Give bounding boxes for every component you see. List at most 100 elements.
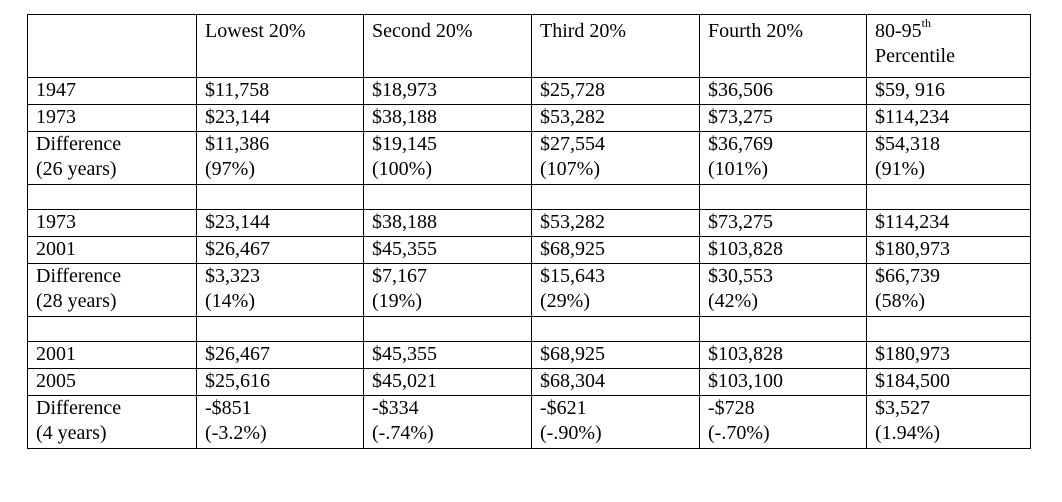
value-cell-third-20: $53,282 <box>531 104 700 132</box>
value-cell-percentile-80-95: $114,234 <box>866 209 1031 237</box>
difference-percent: (-.74%) <box>372 422 434 444</box>
difference-amount: $30,553 <box>708 265 773 287</box>
spacer-cell <box>196 316 364 342</box>
difference-cell-second-20: $7,167 (19%) <box>363 263 532 317</box>
difference-amount: $19,145 <box>372 133 437 155</box>
difference-cell-fourth-20: $36,769 (101%) <box>699 131 867 185</box>
value-cell-fourth-20: $73,275 <box>699 209 867 237</box>
table-body: Lowest 20% Second 20% Third 20% Fourth 2… <box>27 14 1031 449</box>
value-cell-percentile-80-95: $180,973 <box>866 341 1031 369</box>
spacer-cell <box>866 316 1031 342</box>
row-label-cell: 1947 <box>27 77 197 105</box>
difference-amount: $27,554 <box>540 133 605 155</box>
table-row: 1973 $23,144 $38,188 $53,282 $73,275 $114,234 <box>27 104 1031 132</box>
value-cell-third-20: $68,925 <box>531 236 700 264</box>
difference-percent: (-.90%) <box>540 422 602 444</box>
difference-cell-percentile-80-95: $3,527 (1.94%) <box>866 395 1031 449</box>
value-cell-lowest-20: $25,616 <box>196 368 364 396</box>
value-cell-second-20: $18,973 <box>363 77 532 105</box>
value-cell-second-20: $38,188 <box>363 104 532 132</box>
difference-amount: -$851 <box>205 397 252 419</box>
value-cell-fourth-20: $103,828 <box>699 341 867 369</box>
difference-percent: (97%) <box>205 158 255 180</box>
difference-cell-percentile-80-95: $54,318 (91%) <box>866 131 1031 185</box>
difference-amount: $3,323 <box>205 265 260 287</box>
spacer-cell <box>196 184 364 210</box>
difference-period: (28 years) <box>36 290 117 312</box>
percentile-line1: 80-95th <box>875 16 1030 44</box>
difference-cell-fourth-20: $30,553 (42%) <box>699 263 867 317</box>
difference-cell-third-20: -$621 (-.90%) <box>531 395 700 449</box>
difference-period: (4 years) <box>36 422 107 444</box>
spacer-cell <box>27 184 197 210</box>
percentile-range: 80-95 <box>875 20 922 42</box>
difference-amount: $3,527 <box>875 397 930 419</box>
difference-label: Difference <box>36 397 122 419</box>
difference-label-cell: Difference (4 years) <box>27 395 197 449</box>
spacer-cell <box>363 316 532 342</box>
value-cell-fourth-20: $36,506 <box>699 77 867 105</box>
value-cell-third-20: $68,304 <box>531 368 700 396</box>
table-row: 2001 $26,467 $45,355 $68,925 $103,828 $180,97… <box>27 341 1031 369</box>
difference-percent: (19%) <box>372 290 422 312</box>
value-cell-fourth-20: $103,828 <box>699 236 867 264</box>
difference-label-cell: Difference (28 years) <box>27 263 197 317</box>
difference-percent: (107%) <box>540 158 600 180</box>
spacer-cell <box>363 184 532 210</box>
table-row: 2001 $26,467 $45,355 $68,925 $103,828 $180,97… <box>27 236 1031 264</box>
difference-cell-lowest-20: -$851 (-3.2%) <box>196 395 364 449</box>
difference-amount: $54,318 <box>875 133 940 155</box>
difference-label: Difference <box>36 265 122 287</box>
row-label-cell: 2001 <box>27 341 197 369</box>
value-cell-second-20: $38,188 <box>363 209 532 237</box>
difference-cell-lowest-20: $3,323 (14%) <box>196 263 364 317</box>
value-cell-lowest-20: $26,467 <box>196 236 364 264</box>
difference-period: (26 years) <box>36 158 117 180</box>
value-cell-third-20: $68,925 <box>531 341 700 369</box>
difference-label-cell: Difference (26 years) <box>27 131 197 185</box>
value-cell-third-20: $53,282 <box>531 209 700 237</box>
spacer-cell <box>531 184 700 210</box>
value-cell-lowest-20: $23,144 <box>196 104 364 132</box>
difference-amount: $36,769 <box>708 133 773 155</box>
spacer-cell <box>866 184 1031 210</box>
value-cell-lowest-20: $23,144 <box>196 209 364 237</box>
difference-cell-second-20: -$334 (-.74%) <box>363 395 532 449</box>
value-cell-percentile-80-95: $180,973 <box>866 236 1031 264</box>
difference-cell-third-20: $27,554 (107%) <box>531 131 700 185</box>
percentile-superscript: th <box>921 16 932 31</box>
header-cell-fourth-20: Fourth 20% <box>699 14 867 78</box>
difference-percent: (1.94%) <box>875 422 940 444</box>
header-row: Lowest 20% Second 20% Third 20% Fourth 2… <box>27 14 1031 78</box>
difference-percent: (-.70%) <box>708 422 770 444</box>
difference-amount: -$728 <box>708 397 755 419</box>
difference-cell-fourth-20: -$728 (-.70%) <box>699 395 867 449</box>
percentile-line2: Percentile <box>875 45 955 67</box>
value-cell-second-20: $45,021 <box>363 368 532 396</box>
difference-row: Difference (28 years) $3,323 (14%) $7,167 (19… <box>27 263 1031 317</box>
row-label-cell: 1973 <box>27 209 197 237</box>
spacer-cell <box>699 316 867 342</box>
difference-row: Difference (4 years) -$851 (-3.2%) -$334 (-.7… <box>27 395 1031 449</box>
difference-cell-third-20: $15,643 (29%) <box>531 263 700 317</box>
difference-amount: -$334 <box>372 397 419 419</box>
spacer-cell <box>531 316 700 342</box>
value-cell-third-20: $25,728 <box>531 77 700 105</box>
value-cell-percentile-80-95: $184,500 <box>866 368 1031 396</box>
difference-cell-percentile-80-95: $66,739 (58%) <box>866 263 1031 317</box>
value-cell-percentile-80-95: $114,234 <box>866 104 1031 132</box>
difference-row: Difference (26 years) $11,386 (97%) $19,145 (… <box>27 131 1031 185</box>
value-cell-percentile-80-95: $59, 916 <box>866 77 1031 105</box>
value-cell-lowest-20: $26,467 <box>196 341 364 369</box>
spacer-cell <box>27 316 197 342</box>
header-cell-second-20: Second 20% <box>363 14 532 78</box>
header-cell-third-20: Third 20% <box>531 14 700 78</box>
difference-cell-lowest-20: $11,386 (97%) <box>196 131 364 185</box>
value-cell-fourth-20: $73,275 <box>699 104 867 132</box>
spacer-cell <box>699 184 867 210</box>
table-row: 2005 $25,616 $45,021 $68,304 $103,100 $184,50… <box>27 368 1031 396</box>
value-cell-fourth-20: $103,100 <box>699 368 867 396</box>
value-cell-second-20: $45,355 <box>363 236 532 264</box>
row-label-cell: 2001 <box>27 236 197 264</box>
difference-amount: $7,167 <box>372 265 427 287</box>
